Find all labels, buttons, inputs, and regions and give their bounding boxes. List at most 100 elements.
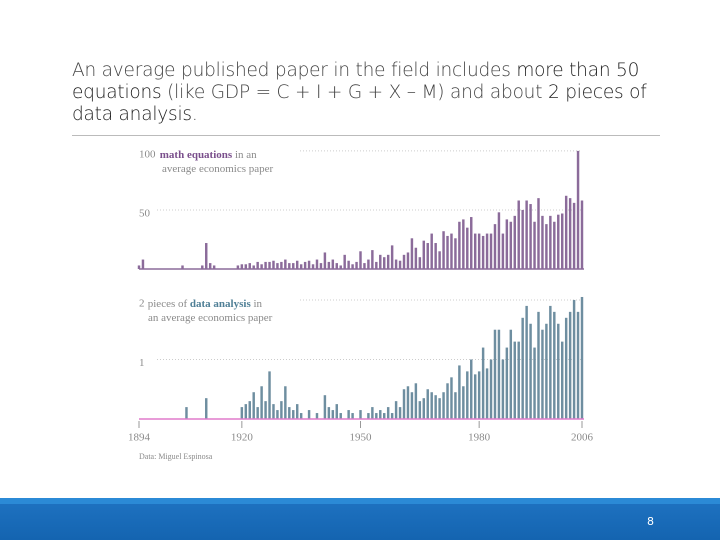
bar: [450, 233, 453, 269]
heading-text: equations: [72, 82, 162, 103]
slide-heading: An average published paper in the field …: [72, 60, 672, 126]
heading-text: (like GDP = C + I + G + X – M) and about: [161, 82, 548, 103]
bar: [505, 219, 509, 269]
bar: [521, 317, 524, 419]
heading-line: data analysis.: [72, 104, 672, 126]
bar: [311, 264, 315, 269]
bar: [280, 261, 283, 269]
bar: [442, 392, 445, 419]
bar: [462, 219, 465, 269]
bar: [549, 305, 552, 419]
annotation-text: pieces of: [145, 297, 190, 309]
heading-line: An average published paper in the field …: [72, 60, 672, 82]
bar: [276, 410, 279, 419]
bar: [327, 261, 331, 269]
bar: [252, 265, 255, 269]
bar: [363, 263, 366, 269]
bar: [260, 386, 263, 419]
annotation-text: in an: [232, 148, 257, 160]
bar: [446, 235, 449, 269]
bar: [319, 263, 323, 269]
footer-bar: [0, 498, 720, 540]
bar: [201, 265, 204, 269]
bar: [244, 264, 248, 269]
bar: [379, 410, 382, 419]
bar: [430, 233, 433, 269]
bar: [458, 221, 461, 269]
bar: [537, 311, 540, 419]
bar: [335, 404, 338, 419]
bar: [553, 311, 556, 419]
bar: [284, 386, 287, 419]
bar: [375, 261, 378, 269]
x-tick-label: 1950: [350, 432, 373, 444]
bar: [398, 260, 402, 269]
bar: [529, 204, 532, 269]
divider: [72, 135, 660, 136]
bar: [426, 243, 429, 269]
annotation: math equations in an: [157, 148, 257, 160]
bar: [576, 150, 580, 269]
bar: [454, 238, 457, 269]
heading-text: 2 pieces of: [547, 82, 647, 103]
heading-text: more than 50: [516, 60, 640, 81]
bar: [568, 311, 572, 419]
heading-text: .: [191, 104, 198, 125]
bar: [347, 260, 350, 269]
bar: [529, 323, 532, 419]
x-tick-label: 1980: [468, 432, 491, 444]
bar: [406, 252, 410, 269]
bar: [185, 407, 188, 419]
bar: [438, 251, 441, 269]
bar: [485, 233, 489, 269]
bar: [489, 233, 493, 269]
bar: [137, 265, 141, 269]
bar: [541, 329, 544, 419]
bar: [292, 410, 295, 419]
bar: [264, 261, 267, 269]
bar: [299, 264, 303, 269]
x-tick-label: 1894: [128, 432, 151, 444]
bar: [295, 404, 299, 419]
bar: [418, 401, 422, 419]
bar: [268, 261, 271, 269]
bar: [564, 317, 568, 419]
charts: 50 100 math equations in an average econom…: [128, 148, 594, 460]
annotation: average economics paper: [162, 162, 273, 174]
bar: [521, 209, 524, 269]
bar: [351, 413, 354, 419]
bar: [272, 404, 275, 419]
bar: [331, 259, 335, 269]
bar: [248, 263, 251, 269]
bar: [205, 398, 208, 419]
bar: [466, 227, 469, 269]
bar: [402, 254, 406, 269]
bar: [252, 392, 255, 419]
bar: [414, 383, 418, 419]
bar: [208, 263, 212, 269]
bar: [355, 261, 358, 269]
bar: [307, 410, 311, 419]
y-tick-label: 50: [139, 207, 151, 219]
bar: [315, 413, 319, 419]
bar: [240, 407, 244, 419]
annotation: an average economics paper: [148, 311, 273, 323]
bar: [485, 368, 489, 419]
bar: [525, 200, 528, 269]
bar: [418, 257, 422, 269]
annotation-text: average economics paper: [162, 162, 273, 174]
bar: [339, 265, 342, 269]
bar: [505, 347, 509, 419]
bar: [434, 243, 437, 269]
bar: [580, 296, 584, 419]
bar: [280, 401, 283, 419]
bar: [331, 410, 335, 419]
bar: [410, 238, 414, 269]
annotation-text: in: [251, 297, 263, 309]
bar: [323, 395, 327, 419]
bar: [462, 386, 465, 419]
bar: [383, 413, 386, 419]
bar: [477, 371, 481, 419]
bar: [426, 389, 429, 419]
